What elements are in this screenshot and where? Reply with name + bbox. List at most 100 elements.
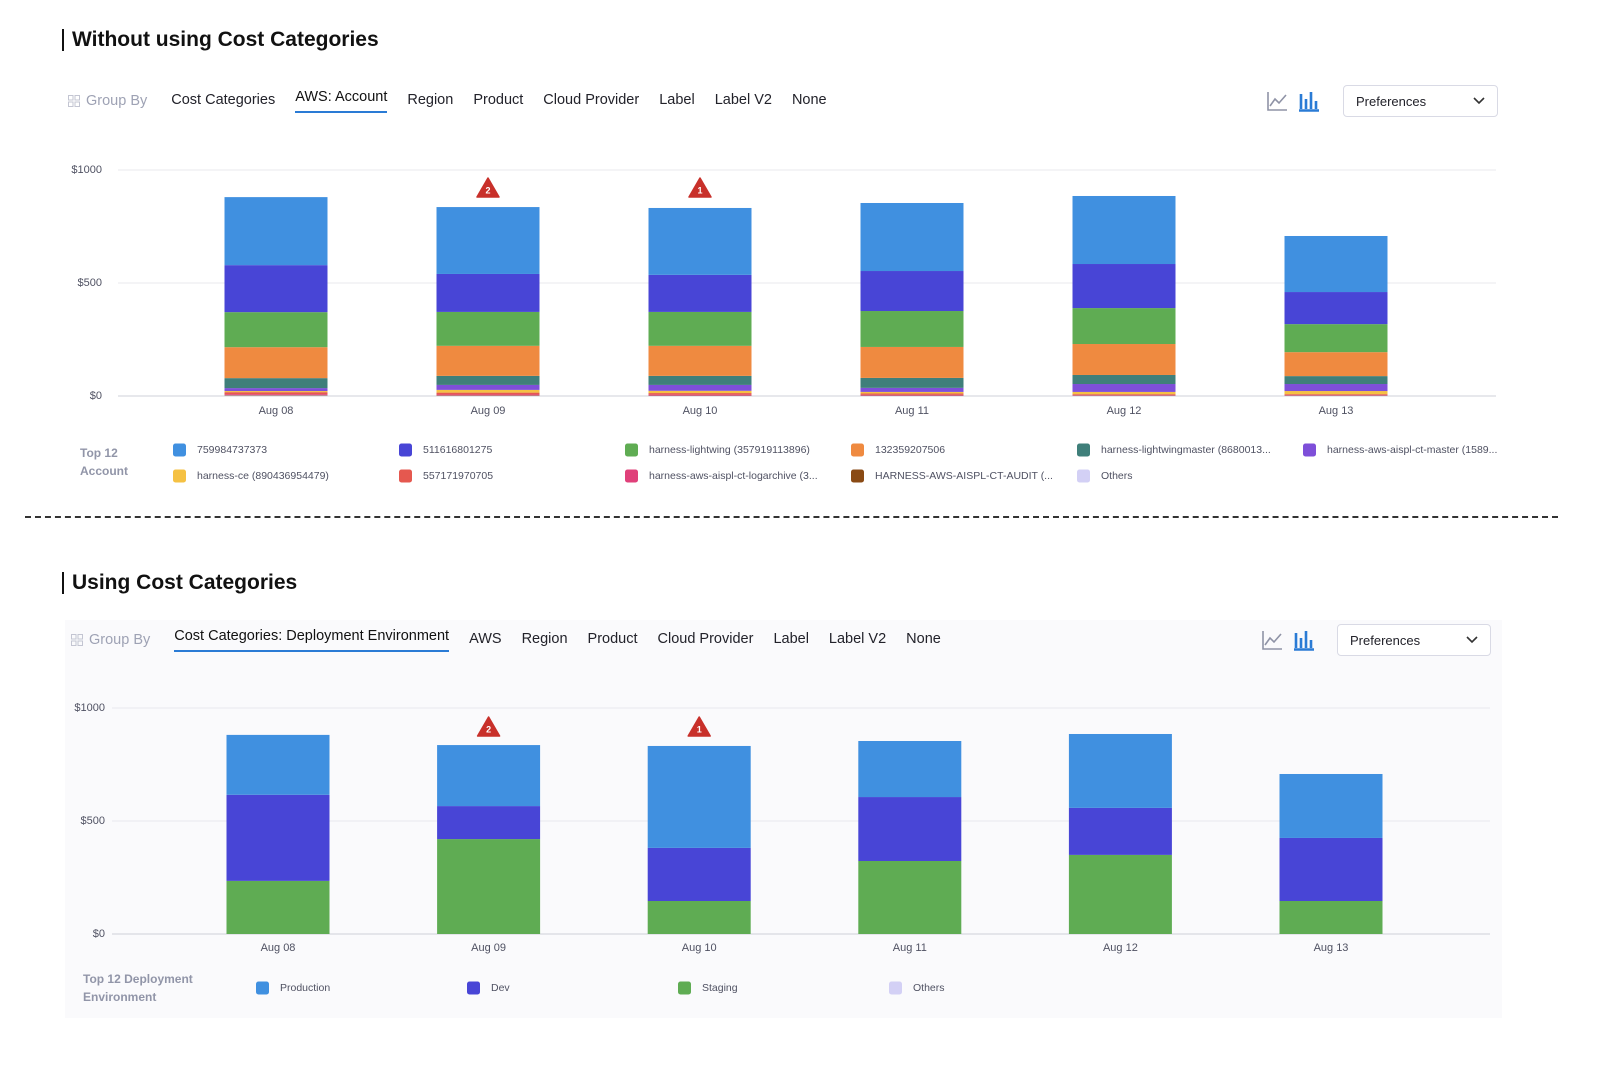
line-chart-icon[interactable] bbox=[1262, 631, 1282, 650]
y-tick-label: $1000 bbox=[74, 702, 105, 714]
bar-segment bbox=[1072, 195, 1176, 265]
tab[interactable]: None bbox=[906, 631, 941, 647]
bar-chart-icon[interactable] bbox=[1299, 92, 1319, 112]
bar-segment bbox=[648, 311, 752, 346]
tab[interactable]: Region bbox=[407, 92, 454, 108]
legend-swatch bbox=[625, 469, 638, 483]
bar-segment bbox=[224, 312, 328, 348]
section-heading: Without using Cost Categories bbox=[62, 29, 379, 51]
bar-segment bbox=[436, 345, 540, 376]
preferences-dropdown[interactable]: Preferences bbox=[1343, 85, 1498, 117]
bar-segment bbox=[648, 345, 752, 376]
bar-segment bbox=[648, 384, 752, 391]
bar-segment bbox=[860, 311, 964, 347]
group-by-bar: Group By Cost Categories: Deployment Env… bbox=[71, 625, 941, 655]
x-tick-label: Aug 08 bbox=[259, 405, 294, 417]
legend-label: 759984737373 bbox=[197, 444, 267, 456]
tab[interactable]: Cost Categories: Deployment Environment bbox=[174, 622, 450, 652]
bar-segment bbox=[224, 391, 328, 393]
y-tick-label: $0 bbox=[90, 390, 102, 402]
group-icon bbox=[71, 634, 83, 646]
legend-label: Staging bbox=[702, 982, 738, 994]
bar-segment bbox=[436, 392, 540, 395]
bar-segment bbox=[860, 393, 964, 395]
bar-segment bbox=[1284, 394, 1388, 396]
bar-segment bbox=[860, 202, 964, 272]
chevron bbox=[1473, 97, 1485, 105]
legend-label: 132359207506 bbox=[875, 444, 945, 456]
tab[interactable]: Label bbox=[773, 631, 809, 647]
tab[interactable]: Region bbox=[521, 631, 568, 647]
anomaly-count: 1 bbox=[697, 724, 702, 734]
line-chart-icon[interactable] bbox=[1267, 92, 1287, 111]
bar-segment bbox=[437, 806, 541, 840]
legend-label: harness-aws-aispl-ct-logarchive (3... bbox=[649, 470, 818, 482]
legend-swatch bbox=[678, 981, 691, 995]
tab[interactable]: Cost Categories bbox=[171, 92, 276, 108]
bar-segment bbox=[1279, 773, 1383, 838]
preferences-dropdown[interactable]: Preferences bbox=[1337, 624, 1491, 656]
group-by: Group By bbox=[68, 93, 147, 109]
bar-segment bbox=[1072, 344, 1176, 375]
group-by-bar: Group By Cost Categories AWS: Account Re… bbox=[68, 86, 827, 116]
bar-segment bbox=[224, 392, 328, 395]
legend-swatch bbox=[256, 981, 269, 995]
bar-segment bbox=[647, 847, 751, 902]
tab[interactable]: Cloud Provider bbox=[657, 631, 754, 647]
anomaly-count: 2 bbox=[485, 185, 490, 195]
bar-segment bbox=[1072, 384, 1176, 392]
legend-label: 557171970705 bbox=[423, 470, 493, 482]
legend-swatch bbox=[889, 981, 902, 995]
legend-swatch bbox=[1077, 443, 1090, 457]
legend-label: HARNESS-AWS-AISPL-CT-AUDIT (... bbox=[875, 470, 1053, 482]
bar-segment bbox=[1284, 376, 1388, 385]
legend-swatch bbox=[1303, 443, 1316, 457]
bar-segment bbox=[647, 901, 751, 934]
bar-segment bbox=[1284, 352, 1388, 377]
bar-segment bbox=[858, 797, 962, 862]
bar-segment bbox=[224, 378, 328, 389]
tab[interactable]: Product bbox=[587, 631, 638, 647]
tab[interactable]: Product bbox=[473, 92, 524, 108]
tab[interactable]: Label bbox=[659, 92, 695, 108]
chart-type-toggle[interactable] bbox=[1261, 629, 1321, 651]
x-tick-label: Aug 11 bbox=[893, 942, 927, 954]
bar-segment bbox=[437, 745, 541, 807]
legend-swatch bbox=[467, 981, 480, 995]
bar-segment bbox=[1284, 292, 1388, 325]
bar-chart-icon[interactable] bbox=[1294, 631, 1314, 651]
bar-segment bbox=[1072, 391, 1176, 395]
legend-label: Others bbox=[1101, 470, 1133, 482]
legend-title: Top 12 Deployment Environment bbox=[83, 972, 193, 1004]
legend-swatch bbox=[851, 443, 864, 457]
tab[interactable]: AWS bbox=[469, 631, 502, 647]
bar-segment bbox=[1279, 837, 1383, 902]
bar-segment bbox=[1284, 384, 1388, 392]
tab[interactable]: Label V2 bbox=[828, 631, 887, 647]
preferences-label: Preferences bbox=[1356, 93, 1427, 109]
chart-type-toggle[interactable] bbox=[1266, 90, 1326, 112]
bar-segment bbox=[648, 207, 752, 275]
anomaly-count: 2 bbox=[486, 724, 491, 734]
bar-segment bbox=[224, 394, 328, 396]
x-tick-label: Aug 10 bbox=[683, 405, 718, 417]
bar-segment bbox=[436, 207, 540, 274]
tab[interactable]: None bbox=[791, 92, 827, 108]
bar-segment bbox=[226, 794, 330, 881]
tab[interactable]: AWS: Account bbox=[295, 83, 388, 113]
y-tick-label: $0 bbox=[93, 928, 105, 940]
tab[interactable]: Label V2 bbox=[714, 92, 772, 108]
bar-segment bbox=[226, 734, 330, 795]
bar-segment bbox=[436, 273, 540, 312]
anomaly-count: 1 bbox=[697, 185, 702, 195]
x-tick-label: Aug 12 bbox=[1103, 942, 1138, 954]
bar-segment bbox=[1068, 807, 1172, 855]
legend-swatch bbox=[1077, 469, 1090, 483]
tab[interactable]: Cloud Provider bbox=[543, 92, 640, 108]
bar-segment bbox=[437, 839, 541, 934]
legend-label: harness-ce (890436954479) bbox=[197, 470, 329, 482]
section-heading: Using Cost Categories bbox=[62, 572, 297, 594]
bar-segment bbox=[860, 346, 964, 378]
legend-swatch bbox=[173, 469, 186, 483]
x-tick-label: Aug 09 bbox=[471, 405, 506, 417]
